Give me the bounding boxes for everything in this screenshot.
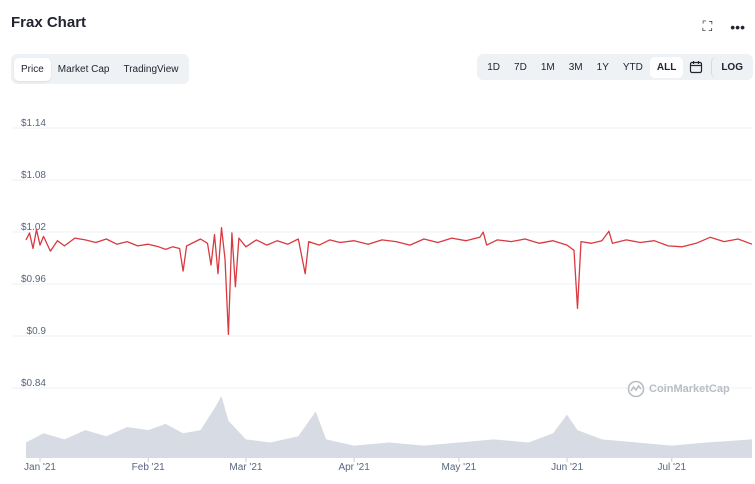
coinmarketcap-logo-icon	[627, 380, 645, 398]
x-tick-label: Jul '21	[657, 462, 686, 473]
y-tick-label: $0.84	[21, 378, 46, 389]
volume-area-path	[26, 396, 752, 458]
x-axis-labels: Jan '21 Feb '21 Mar '21 Apr '21 May '21 Jun '…	[24, 458, 686, 473]
more-icon[interactable]: •••	[730, 18, 745, 35]
price-line	[25, 227, 753, 335]
range-7d[interactable]: 7D	[514, 61, 527, 73]
tab-tradingview[interactable]: TradingView	[123, 63, 179, 75]
log-scale-toggle[interactable]: LOG	[711, 56, 750, 78]
x-tick-label: Feb '21	[132, 462, 165, 473]
range-all[interactable]: ALL	[649, 56, 684, 78]
y-tick-label: $1.02	[21, 222, 46, 233]
x-tick-label: Jan '21	[24, 462, 56, 473]
volume-area	[26, 396, 752, 458]
range-1m[interactable]: 1M	[540, 61, 555, 73]
x-tick-label: Mar '21	[229, 462, 262, 473]
range-3m[interactable]: 3M	[568, 61, 583, 73]
y-tick-label: $0.9	[27, 326, 47, 337]
time-range-selector: 1D 7D 1M 3M 1Y YTD ALL LOG	[477, 54, 753, 80]
top-icons: ⛶ •••	[702, 18, 745, 35]
x-tick-label: May '21	[441, 462, 476, 473]
watermark-text: CoinMarketCap	[649, 383, 730, 395]
range-1d[interactable]: 1D	[487, 61, 501, 73]
y-tick-label: $1.14	[21, 118, 46, 129]
calendar-icon[interactable]	[689, 60, 703, 74]
grid-lines	[12, 127, 752, 389]
coinmarketcap-watermark: CoinMarketCap	[627, 380, 730, 398]
y-axis-labels: $1.14 $1.08 $1.02 $0.96 $0.9 $0.84	[21, 118, 46, 389]
y-tick-label: $0.96	[21, 274, 46, 285]
page-title: Frax Chart	[11, 14, 87, 31]
x-tick-label: Apr '21	[338, 462, 370, 473]
tab-price[interactable]: Price	[14, 57, 51, 81]
range-ytd[interactable]: YTD	[622, 61, 643, 73]
y-tick-label: $1.08	[21, 170, 46, 181]
expand-icon[interactable]: ⛶	[702, 18, 713, 34]
x-tick-label: Jun '21	[551, 462, 583, 473]
price-line-group	[25, 227, 753, 335]
tab-market-cap[interactable]: Market Cap	[57, 63, 110, 75]
range-1y[interactable]: 1Y	[596, 61, 609, 73]
chart-type-tabs: Price Market Cap TradingView	[11, 54, 189, 84]
